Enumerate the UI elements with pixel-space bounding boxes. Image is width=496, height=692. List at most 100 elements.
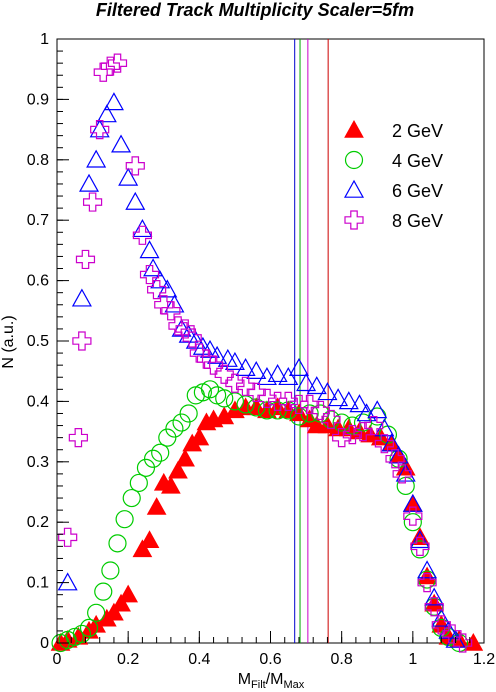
data-point (321, 409, 341, 430)
data-point (118, 167, 139, 186)
data-point (374, 418, 395, 437)
data-point (90, 119, 110, 140)
legend-label: 6 GeV (392, 181, 443, 201)
data-point (132, 219, 153, 238)
plot-area (50, 38, 485, 653)
y-tick-label: 0.1 (27, 575, 49, 592)
data-point (175, 319, 195, 339)
data-point (168, 460, 188, 479)
x-tick-label: 1 (408, 651, 417, 668)
data-point (317, 382, 338, 401)
data-point (189, 427, 210, 446)
data-point (125, 191, 146, 210)
x-label-sub2: Max (284, 679, 305, 691)
x-label-main: M (238, 671, 251, 688)
legend-label: 2 GeV (392, 121, 443, 141)
data-point (139, 240, 160, 259)
y-axis: 0 0.1 0.2 0.3 0.4 0.5 0.6 0.7 0.8 0.9 1 (27, 31, 69, 652)
data-point (157, 279, 178, 298)
data-point (402, 493, 423, 512)
data-point (79, 618, 99, 638)
data-point (385, 449, 405, 469)
legend-marker (343, 179, 365, 198)
data-point (288, 357, 309, 376)
y-tick-label: 0.6 (27, 273, 49, 290)
series-3 (58, 53, 473, 653)
x-tick-label: 0.8 (331, 651, 353, 668)
chart-title: Filtered Track Multiplicity Scaler=5fm (96, 0, 414, 20)
x-tick-label: 0.4 (188, 651, 210, 668)
data-point (417, 572, 437, 593)
y-axis-label: N (a.u.) (0, 315, 17, 368)
data-point (165, 419, 184, 438)
y-tick-label: 0.5 (27, 333, 49, 350)
y-tick-label: 0.3 (27, 454, 49, 471)
data-point (214, 364, 234, 384)
data-point (215, 389, 234, 408)
data-point (403, 513, 422, 532)
data-point (139, 264, 160, 285)
legend-marker (344, 119, 364, 138)
x-tick-label: 0.2 (117, 651, 139, 668)
data-point (338, 391, 359, 410)
data-point (161, 301, 181, 321)
data-point (349, 394, 370, 413)
data-point (310, 400, 330, 421)
data-point (57, 572, 78, 591)
y-tick-label: 0.7 (27, 212, 49, 229)
data-point (161, 475, 181, 494)
y-tick-label: 0.4 (27, 393, 49, 410)
data-point (409, 530, 430, 549)
data-point (168, 316, 188, 336)
data-point (431, 615, 451, 635)
data-point (332, 413, 351, 432)
data-point (72, 624, 92, 644)
data-point (306, 376, 327, 395)
data-point (332, 428, 352, 448)
x-label-sub1: Filt (251, 679, 266, 691)
data-point (224, 351, 245, 370)
x-axis: 0 0.2 0.4 0.6 0.8 1 1.2 (53, 631, 495, 668)
data-point (453, 633, 473, 653)
data-point (115, 510, 134, 529)
data-point (129, 473, 148, 493)
series-0 (50, 397, 484, 651)
data-point (87, 603, 106, 622)
series-2 (57, 92, 466, 648)
data-point (143, 258, 164, 277)
data-point (68, 428, 88, 448)
data-point (139, 530, 160, 549)
data-point (225, 392, 245, 411)
data-point (132, 225, 152, 245)
data-point (246, 360, 267, 379)
data-point (164, 294, 185, 313)
legend: 2 GeV 4 GeV 6 GeV 8 GeV (343, 119, 443, 231)
data-point (342, 425, 362, 445)
data-point (267, 363, 288, 383)
y-tick-label: 0.9 (27, 91, 49, 108)
data-point (104, 602, 124, 621)
data-point (75, 249, 96, 270)
data-point (58, 527, 78, 547)
data-point (108, 534, 127, 553)
data-point (410, 536, 430, 556)
data-point (150, 270, 171, 289)
y-tick-label: 0.2 (27, 514, 49, 531)
data-point (179, 404, 198, 423)
data-point (101, 561, 120, 580)
data-point (147, 280, 167, 300)
data-point (328, 388, 349, 407)
data-point (200, 380, 220, 399)
data-point (402, 494, 423, 512)
data-point (343, 416, 362, 435)
data-point (417, 560, 438, 579)
x-tick-label: 0 (53, 651, 62, 668)
data-point (403, 506, 423, 526)
legend-label: 4 GeV (392, 151, 443, 171)
data-point (278, 367, 299, 386)
data-point (103, 92, 124, 111)
data-point (235, 357, 256, 376)
data-point (424, 587, 445, 606)
data-point (96, 104, 117, 123)
legend-label: 8 GeV (392, 211, 443, 231)
